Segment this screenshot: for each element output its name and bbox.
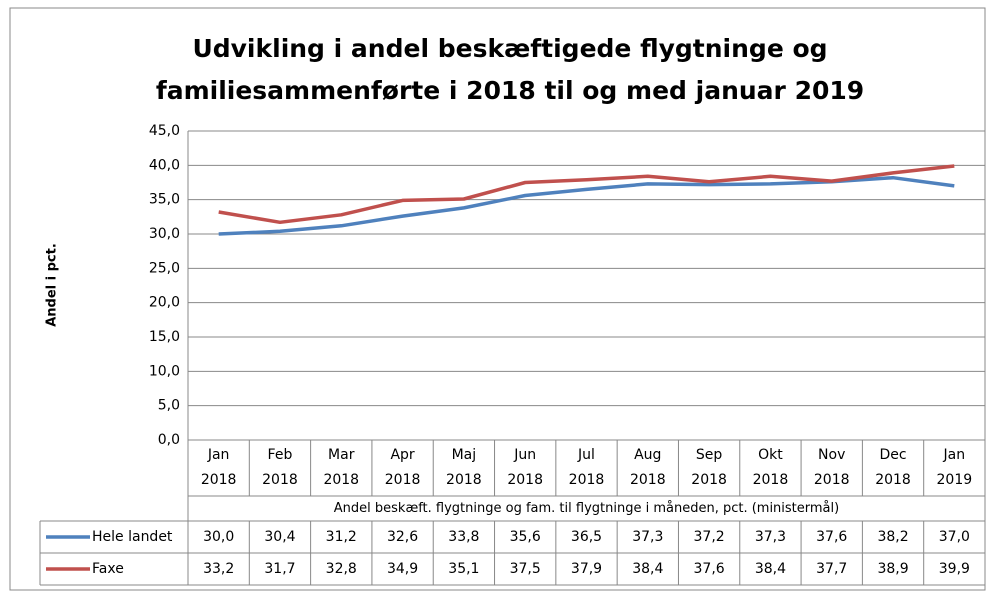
x-tick-label: Okt 2018 xyxy=(752,447,789,488)
table-value: 37,0 xyxy=(939,529,970,545)
table-value: 37,2 xyxy=(694,529,725,545)
x-tick-label: Sep 2018 xyxy=(691,447,727,488)
y-tick-label: 20,0 xyxy=(149,295,180,311)
table-value: 38,2 xyxy=(877,529,908,545)
x-axis-label: Andel beskæft. flygtninge og fam. til fl… xyxy=(333,501,840,516)
series-line xyxy=(218,175,955,236)
x-tick-label: Feb 2018 xyxy=(262,447,298,488)
table-value: 30,4 xyxy=(264,529,295,545)
y-tick-label: 15,0 xyxy=(149,329,180,345)
table-value: 38,9 xyxy=(877,561,908,577)
y-tick-label: 40,0 xyxy=(149,157,180,173)
table-value: 35,1 xyxy=(448,561,479,577)
table-value: 37,3 xyxy=(632,529,663,545)
table-value: 31,2 xyxy=(326,529,357,545)
table-value: 37,6 xyxy=(816,529,847,545)
x-tick-label: Jan 2018 xyxy=(200,447,237,488)
x-tick-label: Jun 2018 xyxy=(507,447,543,488)
table-value: 38,4 xyxy=(632,561,663,577)
frame xyxy=(9,7,986,591)
table-value: 37,3 xyxy=(755,529,786,545)
table-value: 32,8 xyxy=(326,561,357,577)
x-tick-label: Apr 2018 xyxy=(384,447,421,488)
x-tick-label: Jan 2019 xyxy=(936,447,973,488)
y-tick-label: 10,0 xyxy=(149,363,180,379)
table-value: 38,4 xyxy=(755,561,786,577)
table-value: 33,2 xyxy=(203,561,234,577)
x-tick-label: Dec 2018 xyxy=(875,447,911,488)
table-value: 32,6 xyxy=(387,529,418,545)
table-value: 39,9 xyxy=(939,561,970,577)
x-tick-label: Nov 2018 xyxy=(813,447,850,488)
table-value: 37,6 xyxy=(694,561,725,577)
table-value: 30,0 xyxy=(203,529,234,545)
y-tick-label: 25,0 xyxy=(149,260,180,276)
table-value: 37,7 xyxy=(816,561,847,577)
y-tick-label: 45,0 xyxy=(149,123,180,139)
series-line xyxy=(218,164,955,225)
x-tick-label: Jul 2018 xyxy=(568,447,605,488)
table-value: 34,9 xyxy=(387,561,418,577)
x-tick-label: Aug 2018 xyxy=(629,447,666,488)
legend-label: Faxe xyxy=(92,561,124,577)
table-value: 37,5 xyxy=(510,561,541,577)
y-tick-label: 5,0 xyxy=(158,398,180,414)
y-tick-label: 30,0 xyxy=(149,226,180,242)
table-value: 37,9 xyxy=(571,561,602,577)
table-value: 31,7 xyxy=(264,561,295,577)
table-value: 35,6 xyxy=(510,529,541,545)
x-tick-label: Mar 2018 xyxy=(323,447,360,488)
y-axis-label: Andel i pct. xyxy=(45,243,60,327)
x-tick-label: Maj 2018 xyxy=(446,447,482,488)
table-value: 36,5 xyxy=(571,529,602,545)
y-tick-label: 35,0 xyxy=(149,192,180,208)
legend-label: Hele landet xyxy=(92,529,173,545)
table-value: 33,8 xyxy=(448,529,479,545)
y-tick-label: 0,0 xyxy=(158,432,180,448)
chart-title: Udvikling i andel beskæftigede flygtning… xyxy=(155,34,865,105)
